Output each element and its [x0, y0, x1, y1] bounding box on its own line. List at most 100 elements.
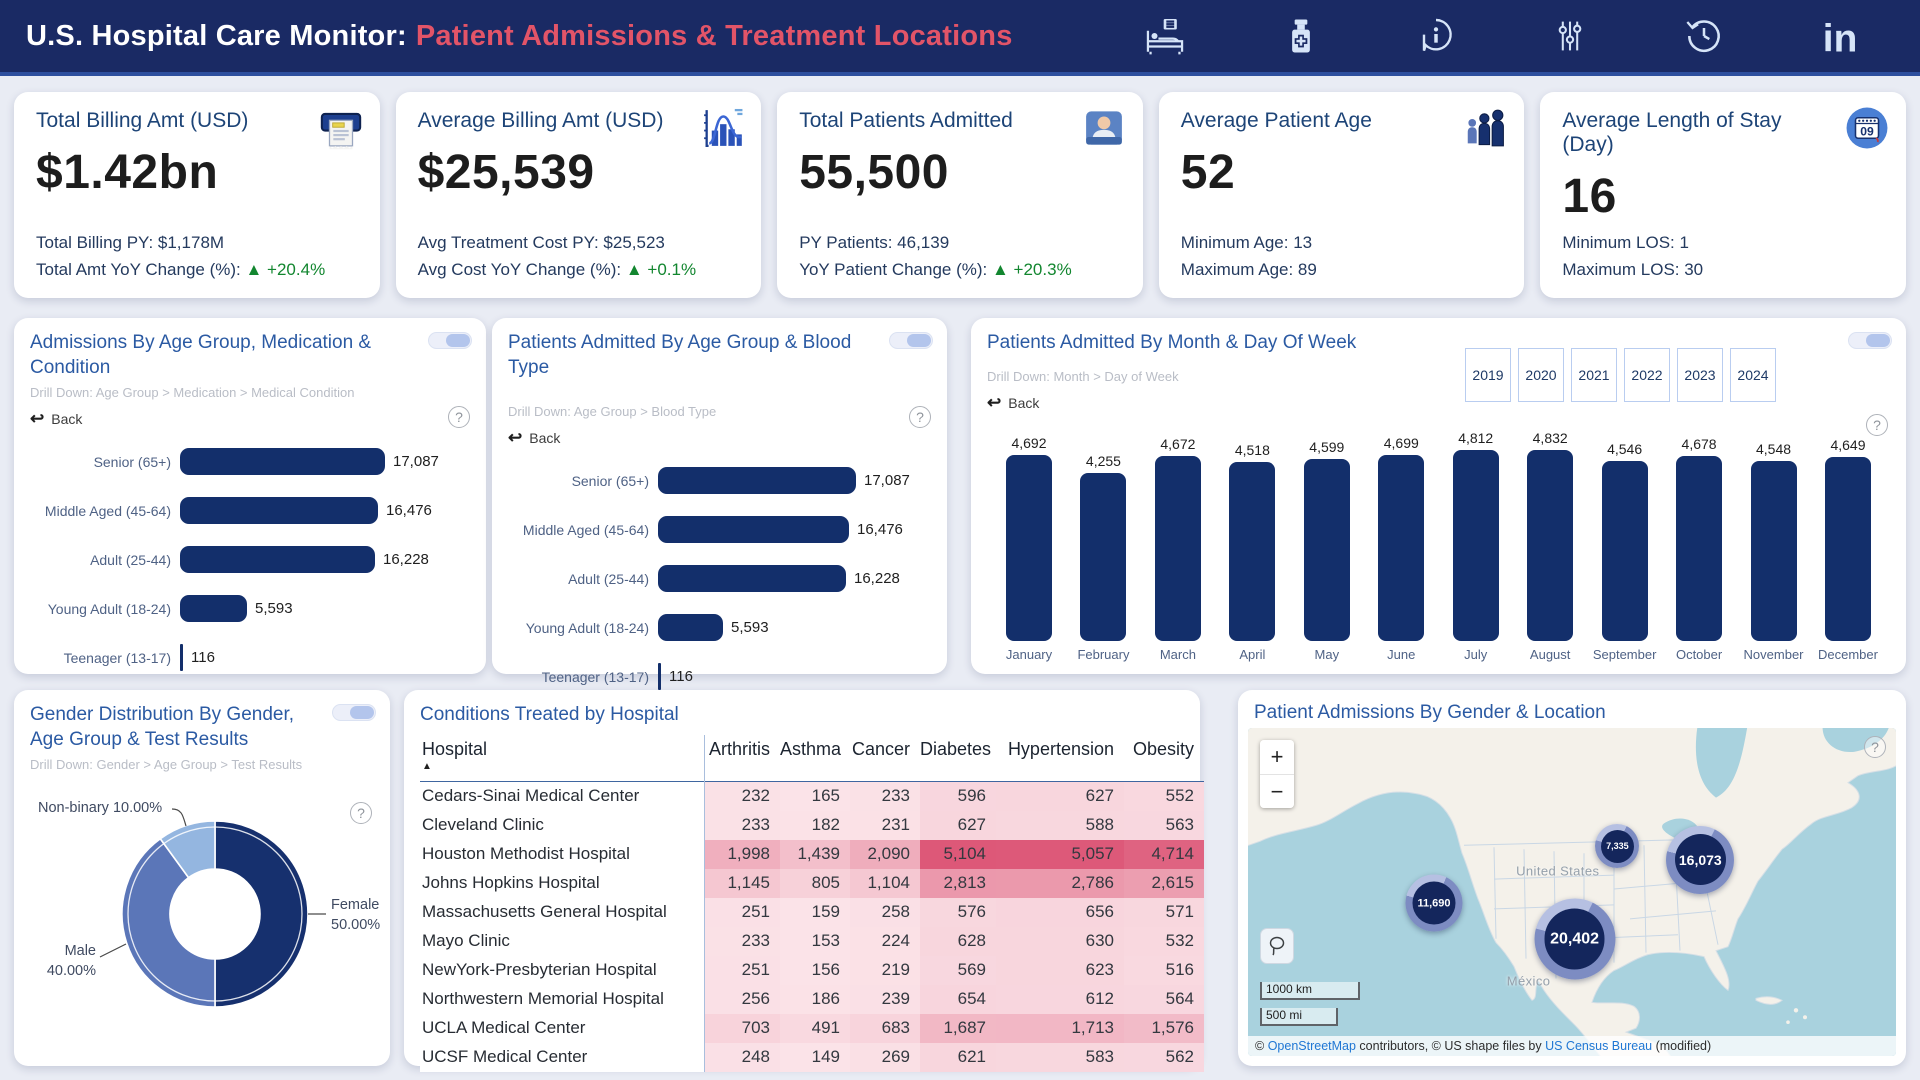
table-row[interactable]: NewYork-Presbyterian Hospital 251 156 219 56… [420, 955, 1204, 985]
condition-value-cell[interactable]: 233 [703, 810, 780, 840]
table-row[interactable]: Johns Hopkins Hospital 1,145 805 1,104 2,813… [420, 868, 1204, 898]
help-icon[interactable]: ? [1864, 736, 1886, 758]
condition-value-cell[interactable]: 623 [996, 955, 1124, 985]
history-icon[interactable] [1684, 16, 1724, 56]
condition-value-cell[interactable]: 612 [996, 984, 1124, 1014]
condition-value-cell[interactable]: 588 [996, 810, 1124, 840]
bar[interactable] [180, 644, 183, 671]
condition-value-cell[interactable]: 153 [780, 926, 850, 956]
condition-value-cell[interactable]: 627 [920, 810, 996, 840]
condition-value-cell[interactable]: 2,786 [996, 868, 1124, 898]
drilldown-toggle[interactable] [428, 332, 472, 349]
condition-value-cell[interactable]: 258 [850, 897, 920, 927]
condition-value-cell[interactable]: 5,104 [920, 839, 996, 869]
condition-value-cell[interactable]: 628 [920, 926, 996, 956]
year-button-2022[interactable]: 2022 [1624, 348, 1670, 402]
help-icon[interactable]: ? [1866, 414, 1888, 436]
bar[interactable] [1676, 456, 1723, 641]
bar-row[interactable]: Senior (65+) 17,087 [508, 460, 931, 501]
bar[interactable] [1452, 450, 1499, 641]
month-column[interactable]: 4,832 August [1518, 430, 1582, 662]
condition-value-cell[interactable]: 1,998 [703, 839, 780, 869]
bar-row[interactable]: Middle Aged (45-64) 16,476 [508, 509, 931, 550]
hospital-name-cell[interactable]: UCSF Medical Center [420, 1042, 704, 1072]
condition-value-cell[interactable]: 656 [996, 897, 1124, 927]
condition-value-cell[interactable]: 231 [850, 810, 920, 840]
month-column[interactable]: 4,518 April [1220, 442, 1284, 662]
admissions-bubble[interactable]: 16,073 [1666, 825, 1735, 894]
hospital-name-cell[interactable]: Cedars-Sinai Medical Center [420, 781, 704, 811]
condition-value-cell[interactable]: 149 [780, 1042, 850, 1072]
zoom-in-button[interactable]: + [1260, 740, 1294, 774]
info-icon[interactable] [1416, 16, 1456, 56]
bar[interactable] [1080, 473, 1127, 641]
condition-value-cell[interactable]: 1,713 [996, 1013, 1124, 1043]
bar[interactable] [658, 565, 846, 592]
condition-value-cell[interactable]: 552 [1124, 781, 1204, 811]
back-button[interactable]: ↩ Back [30, 410, 470, 427]
help-icon[interactable]: ? [448, 406, 470, 428]
hospital-name-cell[interactable]: Cleveland Clinic [420, 810, 704, 840]
condition-value-cell[interactable]: 703 [703, 1013, 780, 1043]
condition-value-cell[interactable]: 2,813 [920, 868, 996, 898]
admissions-bubble[interactable]: 20,402 [1534, 898, 1616, 980]
table-row[interactable]: Cedars-Sinai Medical Center 232 165 233 596 6… [420, 781, 1204, 811]
bar[interactable] [1750, 461, 1797, 641]
condition-value-cell[interactable]: 251 [703, 955, 780, 985]
year-button-2024[interactable]: 2024 [1730, 348, 1776, 402]
condition-value-cell[interactable]: 563 [1124, 810, 1204, 840]
hospital-name-cell[interactable]: Massachusetts General Hospital [420, 897, 704, 927]
bar[interactable] [1378, 455, 1425, 641]
bar-row[interactable]: Middle Aged (45-64) 16,476 [30, 490, 470, 531]
donut-slice-non-binary[interactable] [159, 820, 216, 879]
condition-value-cell[interactable]: 165 [780, 781, 850, 811]
zoom-out-button[interactable]: − [1260, 774, 1294, 808]
condition-value-cell[interactable]: 5,057 [996, 839, 1124, 869]
admissions-bubble[interactable]: 7,335 [1595, 824, 1640, 869]
bar[interactable] [180, 497, 378, 524]
month-column[interactable]: 4,599 May [1295, 439, 1359, 662]
condition-value-cell[interactable]: 232 [703, 781, 780, 811]
condition-value-cell[interactable]: 256 [703, 984, 780, 1014]
column-header-obesity[interactable]: Obesity [1132, 739, 1194, 759]
condition-value-cell[interactable]: 532 [1124, 926, 1204, 956]
condition-value-cell[interactable]: 627 [996, 781, 1124, 811]
column-header-cancer[interactable]: Cancer [851, 739, 910, 759]
condition-value-cell[interactable]: 491 [780, 1013, 850, 1043]
year-button-2023[interactable]: 2023 [1677, 348, 1723, 402]
condition-value-cell[interactable]: 569 [920, 955, 996, 985]
condition-value-cell[interactable]: 1,687 [920, 1013, 996, 1043]
help-icon[interactable]: ? [350, 802, 372, 824]
condition-value-cell[interactable]: 621 [920, 1042, 996, 1072]
bar-row[interactable]: Teenager (13-17) 116 [508, 656, 931, 697]
condition-value-cell[interactable]: 596 [920, 781, 996, 811]
year-button-2020[interactable]: 2020 [1518, 348, 1564, 402]
bar-row[interactable]: Senior (65+) 17,087 [30, 441, 470, 482]
condition-value-cell[interactable]: 159 [780, 897, 850, 927]
condition-value-cell[interactable]: 269 [850, 1042, 920, 1072]
bar[interactable] [1527, 450, 1574, 641]
condition-value-cell[interactable]: 224 [850, 926, 920, 956]
table-row[interactable]: Northwestern Memorial Hospital 256 186 239 6… [420, 984, 1204, 1014]
bar-row[interactable]: Young Adult (18-24) 5,593 [508, 607, 931, 648]
bar-row[interactable]: Teenager (13-17) 116 [30, 637, 470, 678]
table-row[interactable]: Cleveland Clinic 233 182 231 627 588 563 [420, 810, 1204, 840]
condition-value-cell[interactable]: 233 [703, 926, 780, 956]
month-column[interactable]: 4,812 July [1444, 430, 1508, 662]
condition-value-cell[interactable]: 683 [850, 1013, 920, 1043]
condition-value-cell[interactable]: 2,090 [850, 839, 920, 869]
drilldown-toggle[interactable] [889, 332, 933, 349]
hospital-name-cell[interactable]: UCLA Medical Center [420, 1013, 704, 1043]
column-header-hospital[interactable]: Hospital ▲ [420, 735, 704, 782]
table-row[interactable]: Massachusetts General Hospital 251 159 258 5… [420, 897, 1204, 927]
condition-value-cell[interactable]: 219 [850, 955, 920, 985]
bar[interactable] [658, 516, 849, 543]
condition-value-cell[interactable]: 251 [703, 897, 780, 927]
bar-row[interactable]: Young Adult (18-24) 5,593 [30, 588, 470, 629]
map-canvas[interactable]: ? + − 1000 km 500 mi United States México… [1248, 728, 1896, 1056]
condition-value-cell[interactable]: 1,145 [703, 868, 780, 898]
condition-value-cell[interactable]: 2,615 [1124, 868, 1204, 898]
condition-value-cell[interactable]: 186 [780, 984, 850, 1014]
bar[interactable] [1006, 455, 1052, 641]
condition-value-cell[interactable]: 1,576 [1124, 1013, 1204, 1043]
